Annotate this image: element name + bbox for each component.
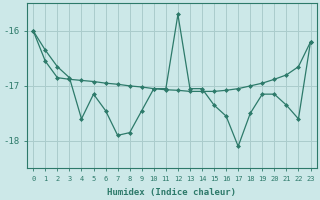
X-axis label: Humidex (Indice chaleur): Humidex (Indice chaleur) [108,188,236,197]
